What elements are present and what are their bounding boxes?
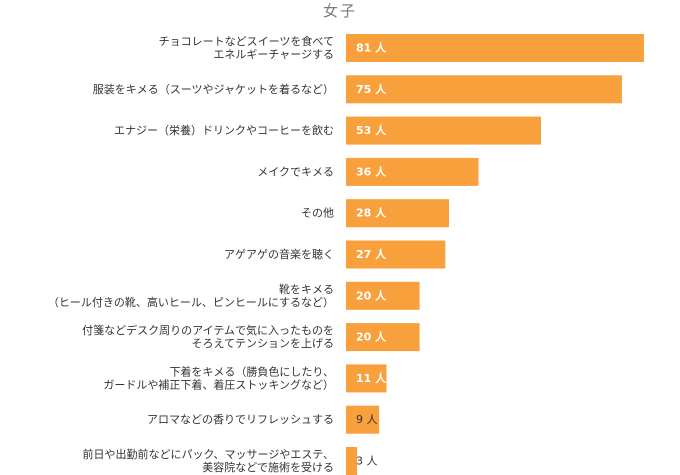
bar-4 [346, 199, 450, 228]
bar-2 [346, 116, 541, 145]
category-label-0-line-1: エネルギーチャージする [213, 48, 334, 61]
value-label-3: 36 人 [356, 164, 387, 178]
value-label-8: 11 人 [356, 371, 387, 385]
category-label-6-line-0: 靴をキメる [279, 282, 334, 296]
category-label-8-line-1: ガードルや補正下着、着圧ストッキングなど） [103, 377, 334, 391]
value-label-1: 75 人 [356, 82, 387, 96]
category-label-9: アロマなどの香りでリフレッシュする [147, 413, 334, 426]
category-label-6-line-1: （ヒール付きの靴、高いヒール、ピンヒールにするなど） [48, 295, 334, 309]
category-label-5: アゲアゲの音楽を聴く [224, 247, 334, 261]
category-label-4: その他 [301, 207, 334, 220]
bar-6 [346, 281, 420, 310]
bar-8 [346, 364, 387, 393]
bar-10 [346, 447, 358, 475]
bar-3 [346, 157, 479, 186]
category-label-3: メイクでキメる [257, 165, 334, 178]
value-label-5: 27 人 [356, 247, 387, 261]
category-label-10-line-1: 美容院などで施術を受ける [202, 460, 334, 474]
value-label-7: 20 人 [356, 330, 387, 344]
value-label-4: 28 人 [356, 206, 387, 220]
bar-7 [346, 323, 420, 352]
value-label-9: 9 人 [356, 413, 378, 426]
category-label-10-line-0: 前日や出勤前などにパック、マッサージやエステ、 [83, 447, 334, 461]
value-label-2: 53 人 [356, 123, 387, 137]
value-label-6: 20 人 [356, 288, 387, 302]
value-label-10: 3 人 [356, 455, 378, 468]
category-label-1: 服装をキメる（スーツやジャケットを着るなど） [93, 82, 334, 96]
bar-5 [346, 240, 446, 269]
category-label-7-line-1: そろえてテンションを上げる [192, 337, 334, 350]
bar-0 [346, 34, 644, 62]
bar-1 [346, 75, 622, 104]
category-label-8-line-0: 下着をキメる（勝負色にしたり、 [169, 364, 334, 378]
category-label-0-line-0: チョコレートなどスイーツを食べて [159, 34, 334, 48]
value-label-0: 81 人 [356, 41, 387, 55]
category-label-2: エナジー（栄養）ドリンクやコーヒーを飲む [114, 123, 334, 137]
bar-9 [346, 405, 380, 434]
category-label-7-line-0: 付箋などデスク周りのアイテムで気に入ったものを [82, 323, 334, 337]
chart-title: 女子 [322, 2, 357, 20]
